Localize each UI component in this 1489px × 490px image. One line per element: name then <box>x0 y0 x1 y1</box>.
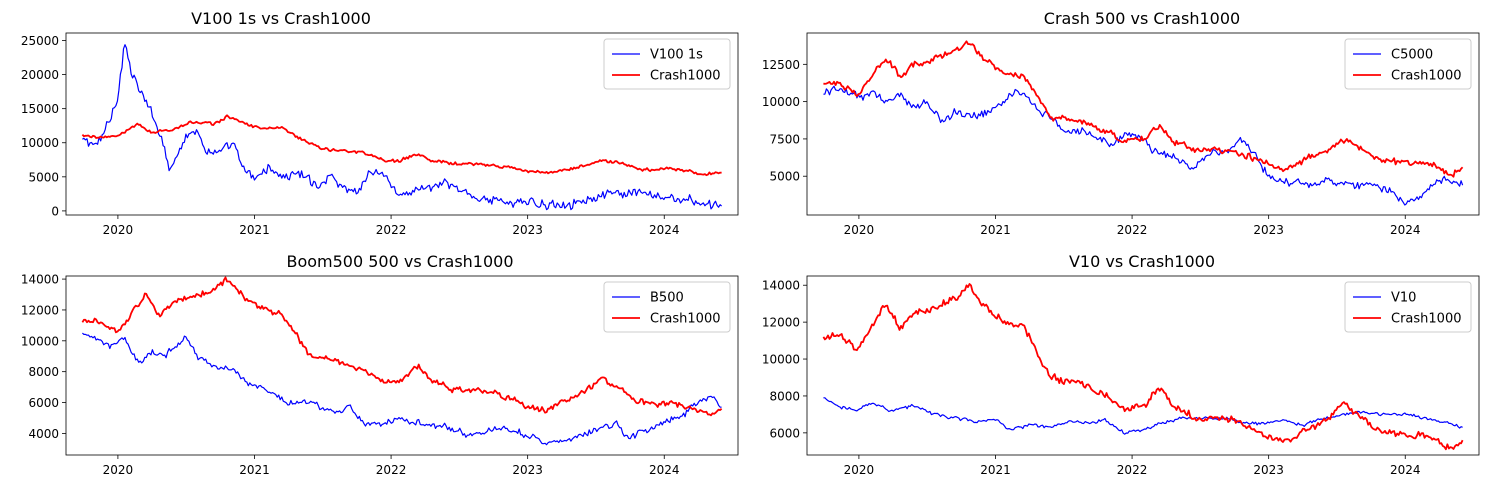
legend-box <box>603 38 731 90</box>
x-tick-label: 2024 <box>1390 223 1421 237</box>
x-tick-label: 2023 <box>1253 463 1284 477</box>
legend-label: V10 <box>1391 291 1416 306</box>
x-tick-label: 2022 <box>1117 223 1148 237</box>
subplot-2-title: Crash 500 vs Crash1000 <box>1044 9 1240 28</box>
y-tick-label: 10000 <box>762 353 800 367</box>
y-tick-label: 12000 <box>762 316 800 330</box>
series-line-b500 <box>82 332 722 446</box>
y-tick-label: 20000 <box>21 68 59 82</box>
legend-label: B500 <box>650 291 684 306</box>
y-tick-label: 15000 <box>21 102 59 116</box>
series-line-crash1000 <box>81 114 722 177</box>
legend-label: Crash1000 <box>1391 312 1461 327</box>
subplot-1: V100 1s vs Crash1000 2020 2021 2022 2023 202… <box>21 9 739 237</box>
y-tick-label: 14000 <box>21 273 59 287</box>
y-tick-label: 10000 <box>21 334 59 348</box>
x-tick-label: 2023 <box>512 223 543 237</box>
x-tick-label: 2024 <box>649 463 680 477</box>
legend-label: V100 1s <box>650 48 703 63</box>
subplot-4-title: V10 vs Crash1000 <box>1069 252 1215 271</box>
axes-frame <box>806 275 1480 456</box>
series-line-v100-1s <box>82 44 723 211</box>
plot-area <box>81 44 723 211</box>
axes-frame <box>65 32 739 216</box>
y-tick-label: 6000 <box>28 396 59 410</box>
series-line-crash1000 <box>822 283 1464 451</box>
axes-frame <box>806 32 1480 216</box>
x-tick-label: 2021 <box>239 223 270 237</box>
y-tick-label: 12500 <box>762 58 800 72</box>
x-tick-label: 2021 <box>980 223 1011 237</box>
legend-label: Crash1000 <box>1391 69 1461 84</box>
x-tick-label: 2020 <box>844 463 875 477</box>
y-tick-label: 10000 <box>762 95 800 109</box>
y-tick-label: 4000 <box>28 427 59 441</box>
legend-box <box>1344 38 1472 90</box>
legend-label: Crash1000 <box>650 69 720 84</box>
series-line-c5000 <box>823 85 1464 206</box>
x-tick-label: 2022 <box>376 223 407 237</box>
legend: V10 Crash1000 <box>1344 281 1472 333</box>
axes-frame <box>65 275 739 456</box>
y-tick-label: 10000 <box>21 136 59 150</box>
y-tick-label: 12000 <box>21 303 59 317</box>
legend: B500 Crash1000 <box>603 281 731 333</box>
plot-area <box>823 40 1464 206</box>
subplot-3-title: Boom500 500 vs Crash1000 <box>286 252 513 271</box>
y-tick-label: 7500 <box>769 132 800 146</box>
series-line-crash1000 <box>823 40 1464 178</box>
legend-label: Crash1000 <box>650 312 720 327</box>
x-tick-label: 2023 <box>1253 223 1284 237</box>
plot-area <box>81 276 723 446</box>
subplot-4: V10 vs Crash1000 2020 2021 2022 2023 2024 600… <box>762 252 1480 477</box>
legend-box <box>603 281 731 333</box>
x-tick-label: 2020 <box>103 463 134 477</box>
legend: C5000 Crash1000 <box>1344 38 1472 90</box>
y-tick-label: 6000 <box>769 426 800 440</box>
subplot-2: Crash 500 vs Crash1000 2020 2021 2022 2023 2… <box>762 9 1480 237</box>
y-tick-label: 5000 <box>769 170 800 184</box>
x-tick-label: 2020 <box>103 223 134 237</box>
legend: V100 1s Crash1000 <box>603 38 731 90</box>
x-tick-label: 2021 <box>239 463 270 477</box>
x-tick-label: 2024 <box>1390 463 1421 477</box>
x-tick-label: 2024 <box>649 223 680 237</box>
x-tick-label: 2023 <box>512 463 543 477</box>
subplot-1-title: V100 1s vs Crash1000 <box>191 9 371 28</box>
x-tick-label: 2022 <box>376 463 407 477</box>
y-tick-label: 25000 <box>21 34 59 48</box>
x-tick-label: 2020 <box>844 223 875 237</box>
x-tick-label: 2021 <box>980 463 1011 477</box>
series-line-crash1000 <box>81 276 723 417</box>
subplot-3: Boom500 500 vs Crash1000 2020 2021 2022 202… <box>21 252 739 477</box>
y-tick-label: 0 <box>51 204 59 218</box>
series-line-v10 <box>823 397 1463 435</box>
legend-label: C5000 <box>1391 48 1433 63</box>
plot-area <box>822 283 1464 451</box>
y-tick-label: 14000 <box>762 279 800 293</box>
x-tick-label: 2022 <box>1117 463 1148 477</box>
legend-box <box>1344 281 1472 333</box>
y-tick-label: 5000 <box>28 170 59 184</box>
y-tick-label: 8000 <box>28 365 59 379</box>
y-tick-label: 8000 <box>769 389 800 403</box>
